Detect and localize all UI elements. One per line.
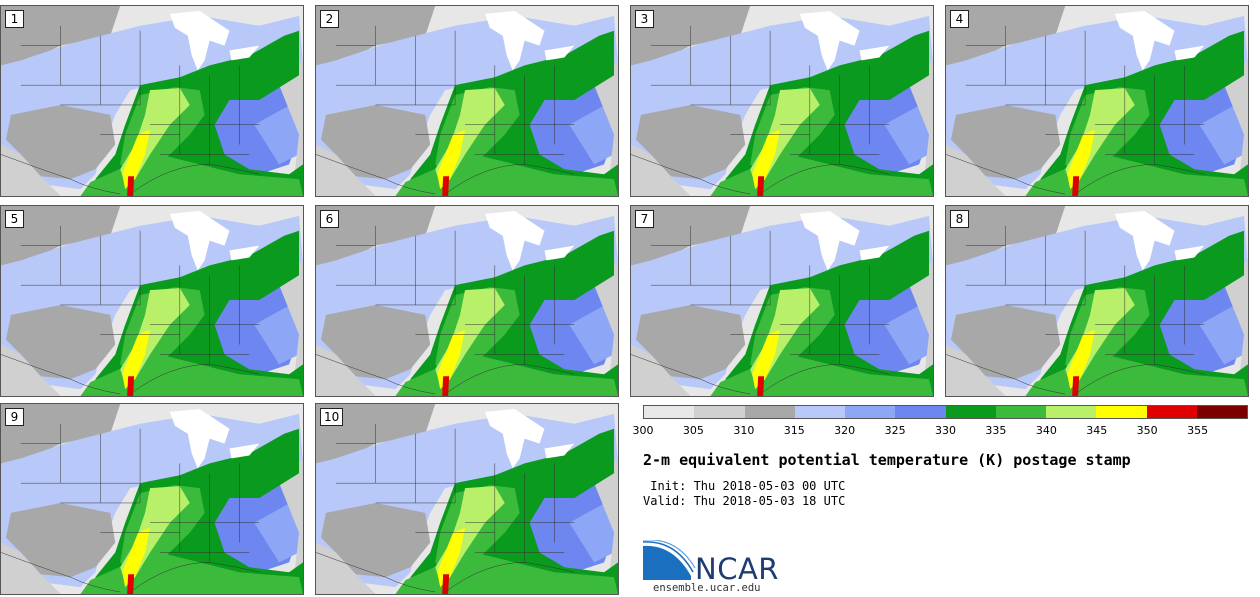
member-panel-4: 4 xyxy=(945,5,1249,197)
member-number: 5 xyxy=(5,210,24,228)
member-panel-6: 6 xyxy=(315,205,619,397)
member-panel-1: 1 xyxy=(0,5,304,197)
colorbar-segment xyxy=(895,406,946,418)
colorbar-segment xyxy=(1196,406,1247,418)
member-number: 4 xyxy=(950,10,969,28)
colorbar-segment xyxy=(794,406,845,418)
map-field xyxy=(1,206,303,396)
colorbar-segment xyxy=(1146,406,1197,418)
colorbar-segment xyxy=(1046,406,1097,418)
colorbar-tick-label: 330 xyxy=(935,424,956,437)
valid-time: Valid: Thu 2018-05-03 18 UTC xyxy=(643,494,846,508)
plot-title: 2-m equivalent potential temperature (K)… xyxy=(643,451,1131,469)
member-number: 8 xyxy=(950,210,969,228)
ncar-logo-text: NCAR xyxy=(695,552,779,586)
member-number: 10 xyxy=(320,408,344,426)
colorbar-segment xyxy=(644,406,695,418)
colorbar-tick-label: 305 xyxy=(682,424,704,437)
colorbar-tick-label: 350 xyxy=(1136,424,1158,437)
colorbar-tick-label: 320 xyxy=(834,424,856,437)
map-field xyxy=(631,206,933,396)
colorbar-segment xyxy=(1096,406,1147,418)
map-field xyxy=(1,404,303,594)
map-field xyxy=(1,6,303,196)
member-panel-9: 9 xyxy=(0,403,304,595)
colorbar-segment xyxy=(995,406,1046,418)
member-panel-5: 5 xyxy=(0,205,304,397)
member-panel-2: 2 xyxy=(315,5,619,197)
ncar-logo-icon xyxy=(643,540,696,580)
site-url[interactable]: ensemble.ucar.edu xyxy=(653,582,761,594)
init-time: Init: Thu 2018-05-03 00 UTC xyxy=(643,479,846,493)
member-number: 6 xyxy=(320,210,339,228)
colorbar xyxy=(643,405,1248,419)
colorbar-tick-label: 355 xyxy=(1187,424,1209,437)
colorbar-tick-label: 300 xyxy=(632,424,654,437)
colorbar-segment xyxy=(945,406,996,418)
colorbar-tick-label: 315 xyxy=(783,424,805,437)
map-field xyxy=(316,404,618,594)
member-number: 1 xyxy=(5,10,24,28)
member-number: 9 xyxy=(5,408,24,426)
colorbar-segment xyxy=(694,406,745,418)
member-panel-8: 8 xyxy=(945,205,1249,397)
map-field xyxy=(316,206,618,396)
member-number: 2 xyxy=(320,10,339,28)
map-field xyxy=(946,206,1248,396)
map-field xyxy=(946,6,1248,196)
member-panel-10: 10 xyxy=(315,403,619,595)
map-field xyxy=(316,6,618,196)
colorbar-segment xyxy=(845,406,896,418)
member-number: 7 xyxy=(635,210,654,228)
member-panel-7: 7 xyxy=(630,205,934,397)
colorbar-tick-label: 325 xyxy=(884,424,906,437)
colorbar-tick-label: 310 xyxy=(733,424,755,437)
member-panel-3: 3 xyxy=(630,5,934,197)
run-info: Init: Thu 2018-05-03 00 UTC Valid: Thu 20… xyxy=(643,479,845,509)
colorbar-tick-label: 340 xyxy=(1035,424,1057,437)
member-number: 3 xyxy=(635,10,654,28)
colorbar-segment xyxy=(744,406,795,418)
colorbar-tick-label: 345 xyxy=(1086,424,1108,437)
map-field xyxy=(631,6,933,196)
colorbar-tick-label: 335 xyxy=(985,424,1007,437)
